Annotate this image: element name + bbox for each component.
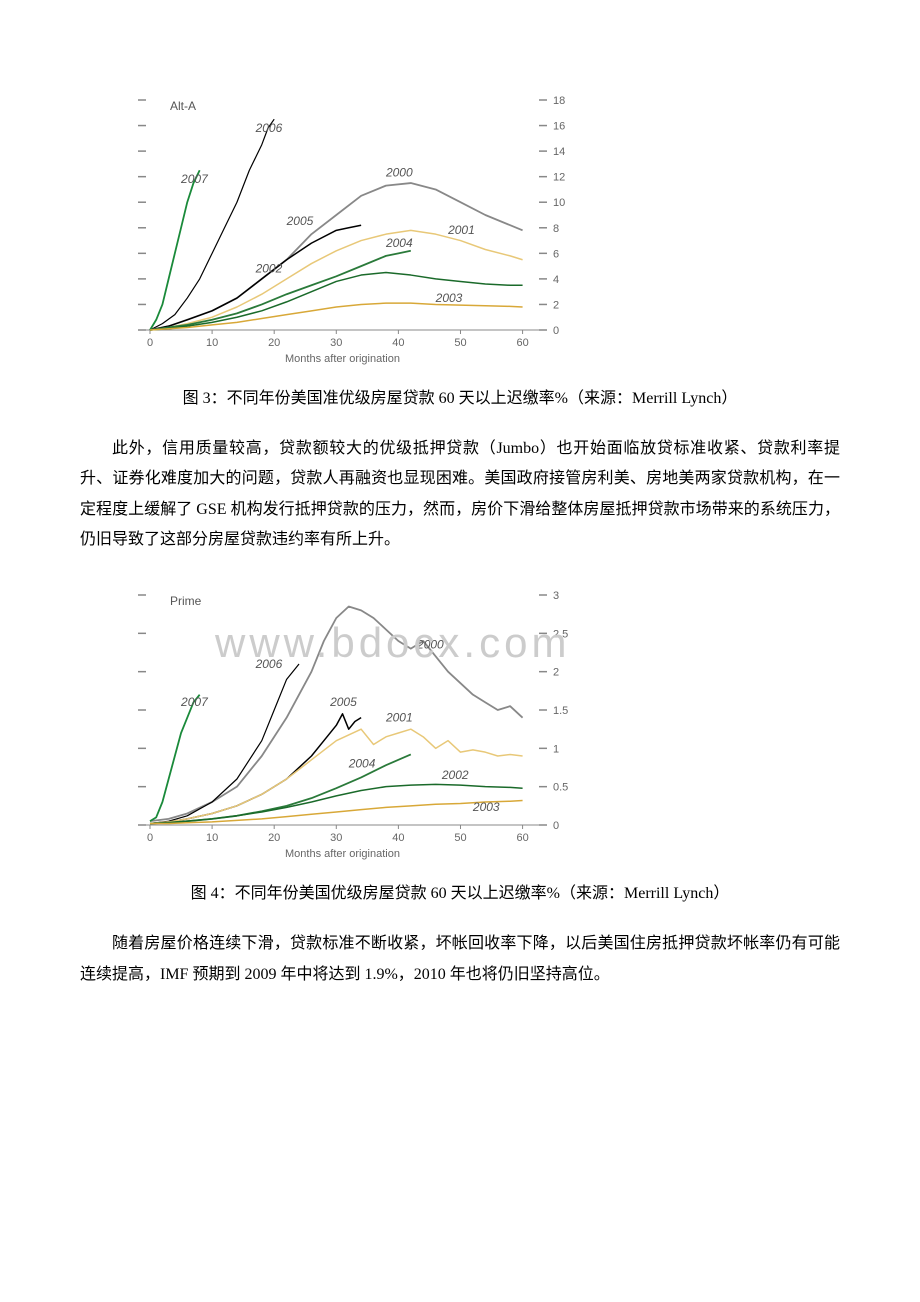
svg-text:50: 50 <box>454 832 466 844</box>
caption-chart1: 图 3：不同年份美国准优级房屋贷款 60 天以上迟缴率%（来源：Merrill … <box>40 385 880 414</box>
svg-text:2005: 2005 <box>329 696 357 710</box>
svg-text:10: 10 <box>553 197 565 209</box>
svg-text:2002: 2002 <box>441 768 469 782</box>
svg-text:30: 30 <box>330 832 342 844</box>
svg-text:16: 16 <box>553 121 565 133</box>
svg-text:40: 40 <box>392 337 404 349</box>
svg-text:50: 50 <box>454 337 466 349</box>
svg-text:2: 2 <box>553 667 559 679</box>
svg-text:1.5: 1.5 <box>553 705 568 717</box>
svg-text:30: 30 <box>330 337 342 349</box>
svg-text:10: 10 <box>206 832 218 844</box>
svg-text:2001: 2001 <box>447 223 475 237</box>
svg-text:2006: 2006 <box>255 657 283 671</box>
svg-text:8: 8 <box>553 223 559 235</box>
svg-text:2002: 2002 <box>255 262 283 276</box>
svg-text:3: 3 <box>553 590 559 602</box>
svg-text:Months after origination: Months after origination <box>285 848 400 860</box>
svg-text:60: 60 <box>516 337 528 349</box>
svg-text:Prime: Prime <box>170 594 202 608</box>
svg-text:6: 6 <box>553 248 559 260</box>
svg-text:18: 18 <box>553 95 565 107</box>
svg-text:2007: 2007 <box>180 172 209 186</box>
svg-text:2000: 2000 <box>385 166 413 180</box>
svg-text:2003: 2003 <box>472 801 500 815</box>
svg-text:0.5: 0.5 <box>553 782 568 794</box>
svg-text:10: 10 <box>206 337 218 349</box>
svg-text:2001: 2001 <box>385 711 413 725</box>
chart-alt-a: 0 2 4 6 8 10 12 14 16 18 0 10 20 30 40 50 60 Months after… <box>110 80 880 370</box>
svg-text:Months after origination: Months after origination <box>285 353 400 365</box>
paragraph-jumbo: 此外，信用质量较高，贷款额较大的优级抵押贷款（Jumbo）也开始面临放贷标准收紧… <box>80 434 840 556</box>
svg-text:2004: 2004 <box>348 757 376 771</box>
svg-text:2007: 2007 <box>180 696 209 710</box>
chart-prime: www.bdocx.com 00.511.522.530102030405060… <box>110 575 880 865</box>
svg-text:Alt-A: Alt-A <box>170 99 196 113</box>
chart-prime-svg: 00.511.522.530102030405060Months after o… <box>110 575 590 865</box>
svg-text:12: 12 <box>553 172 565 184</box>
svg-text:14: 14 <box>553 146 565 158</box>
svg-text:1: 1 <box>553 744 559 756</box>
svg-text:0: 0 <box>553 820 559 832</box>
caption-chart2: 图 4：不同年份美国优级房屋贷款 60 天以上迟缴率%（来源：Merrill L… <box>40 880 880 909</box>
svg-text:2006: 2006 <box>255 121 283 135</box>
svg-text:4: 4 <box>553 274 559 286</box>
svg-text:2.5: 2.5 <box>553 629 568 641</box>
svg-text:2004: 2004 <box>385 236 413 250</box>
svg-text:20: 20 <box>268 832 280 844</box>
chart-alt-a-svg: 0 2 4 6 8 10 12 14 16 18 0 10 20 30 40 50 60 Months after… <box>110 80 590 370</box>
svg-text:40: 40 <box>392 832 404 844</box>
svg-text:0: 0 <box>553 325 559 337</box>
svg-text:0: 0 <box>147 337 153 349</box>
svg-text:2003: 2003 <box>435 291 463 305</box>
svg-text:2: 2 <box>553 299 559 311</box>
paragraph-forecast: 随着房屋价格连续下滑，贷款标准不断收紧，坏帐回收率下降，以后美国住房抵押贷款坏帐… <box>80 929 840 990</box>
svg-text:2005: 2005 <box>286 214 314 228</box>
svg-text:20: 20 <box>268 337 280 349</box>
svg-text:2000: 2000 <box>416 638 444 652</box>
svg-text:60: 60 <box>516 832 528 844</box>
svg-text:0: 0 <box>147 832 153 844</box>
